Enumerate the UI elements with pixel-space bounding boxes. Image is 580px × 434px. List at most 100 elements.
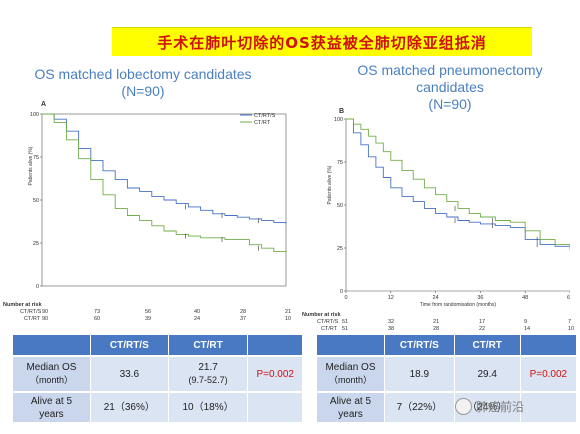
right-median-ctrt: 29.4 (454, 355, 521, 392)
right-results-header-p (520, 335, 578, 356)
wechat-icon (455, 398, 472, 415)
left-subtitle-line2: (N=90) (121, 83, 165, 99)
right-risk-label-ctrt: CT/RT (321, 326, 338, 332)
right-median-sublabel: （month） (328, 375, 372, 385)
right-x-tick-label: 48 (522, 295, 528, 301)
right-series-ctrts (346, 118, 570, 247)
left-results-header-row: CT/RT/S CT/RT (13, 335, 303, 356)
title-banner: 手术在肺叶切除的OS获益被全肺切除亚组抵消 (112, 27, 532, 56)
left-risk-val: 40 (194, 309, 201, 315)
left-y-tick-label: 50 (33, 198, 39, 204)
right-risk-val: 7 (568, 319, 572, 325)
right-xlabel: Time from randomisation (months) (420, 302, 497, 308)
left-subtitle: OS matched lobectomy candidates (N=90) (30, 66, 256, 100)
right-alive-p-empty (520, 391, 578, 422)
left-results-header-ctrt: CT/RT (168, 335, 249, 356)
right-results-header-row: CT/RT/S CT/RT (317, 335, 578, 356)
left-median-ctrt: 21.7 (198, 362, 218, 373)
right-alive-sublabel: years (338, 408, 363, 420)
left-y-tick-label: 25 (33, 241, 39, 247)
right-risk-table: Number at risk CT/RT/S 51 32 21 17 9 7 C… (302, 312, 580, 333)
left-median-label-cell: Median OS （month） (13, 355, 91, 392)
left-risk-header: Number at risk (3, 302, 42, 308)
right-median-label: Median OS (325, 362, 376, 373)
left-alive-ctrt: 10（18%） (168, 391, 249, 422)
right-ylabel: Patients alive (%) (327, 165, 333, 204)
right-y-tick-label: 75 (337, 160, 343, 166)
left-legend-ctrt: CT/RT (254, 120, 271, 126)
left-results-header-blank (13, 335, 91, 356)
left-risk-val: 28 (240, 309, 247, 315)
right-risk-val: 14 (524, 326, 531, 332)
right-risk-val: 22 (479, 326, 486, 332)
left-risk-val: 37 (240, 316, 247, 322)
right-pvalue: P=0.002 (520, 355, 578, 392)
right-series-lines (346, 118, 570, 250)
right-x-tick-label: 0 (344, 295, 347, 301)
right-x-tick-label: 24 (433, 295, 439, 301)
left-median-sublabel: （month） (29, 375, 73, 385)
left-y-tick-label: 75 (33, 155, 39, 161)
left-risk-table: Number at risk CT/RT/S 90 73 56 40 28 21… (3, 302, 293, 323)
left-median-ctrts: 33.6 (90, 355, 169, 392)
left-risk-val: 24 (194, 316, 201, 322)
left-series-lines (42, 113, 287, 254)
left-km-chart: Patients alive (%) 0 25 50 75 100 CT/RT/S CT… (28, 112, 287, 290)
right-risk-val: 9 (524, 319, 528, 325)
right-y-tick-label: 50 (337, 203, 343, 209)
right-x-tick-label: 60 (567, 295, 570, 301)
right-median-label-cell: Median OS （month） (317, 355, 385, 392)
right-alive-label-cell: Alive at 5 years (317, 391, 385, 422)
right-risk-val: 32 (388, 319, 395, 325)
right-risk-val: 17 (479, 319, 486, 325)
left-y-tick-label: 100 (30, 112, 39, 118)
left-risk-val: 10 (285, 316, 292, 322)
left-legend: CT/RT/S CT/RT (240, 113, 276, 126)
left-risk-val: 60 (94, 316, 101, 322)
left-alive-ctrts: 21（36%） (90, 391, 169, 422)
right-risk-val: 51 (342, 326, 349, 332)
panel-letter-b: B (339, 108, 345, 115)
right-risk-val: 21 (433, 319, 440, 325)
right-y-tick-label: 25 (337, 246, 343, 252)
left-risk-val: 73 (94, 309, 101, 315)
left-results-alive-row: Alive at 5 years 21（36%） 10（18%） (13, 391, 303, 422)
left-series-ctrts (42, 113, 287, 225)
left-pvalue: P=0.002 (247, 355, 303, 392)
right-x-tick-label: 36 (477, 295, 483, 301)
right-subtitle-line2: (N=90) (428, 96, 472, 112)
left-results-header-ctrts: CT/RT/S (90, 335, 169, 356)
right-results-header-ctrt: CT/RT (454, 335, 521, 356)
right-risk-val: 28 (433, 326, 440, 332)
right-y-tick-label: 0 (340, 289, 343, 295)
right-x-tick-label: 12 (388, 295, 394, 301)
left-ylabel: Patients alive (%) (28, 146, 34, 185)
left-results-table: CT/RT/S CT/RT Median OS （month） 33.6 21.… (13, 335, 303, 422)
left-risk-val: 39 (145, 316, 152, 322)
right-results-header-ctrts: CT/RT/S (384, 335, 455, 356)
right-series-ctrt (346, 118, 570, 250)
right-risk-val: 51 (342, 319, 349, 325)
left-risk-val: 90 (42, 316, 49, 322)
right-axes: 0 25 50 75 100 0 12 24 36 48 60 (334, 117, 570, 301)
right-subtitle: OS matched pneumonectomy candidates (N=9… (322, 62, 578, 113)
left-alive-label: Alive at 5 (30, 395, 73, 407)
left-alive-p-empty (247, 391, 303, 422)
right-risk-row-ctrts: CT/RT/S 51 32 21 17 9 7 (302, 319, 580, 326)
watermark: 肺癌前沿 (455, 398, 524, 415)
right-risk-header: Number at risk (302, 312, 341, 318)
left-y-tick-label: 0 (36, 284, 39, 290)
right-results-median-row: Median OS （month） 18.9 29.4 P=0.002 (317, 355, 578, 392)
left-median-ctrt-ci: (9.7-52.7) (188, 375, 228, 385)
watermark-text: 肺癌前沿 (476, 400, 525, 414)
left-results-header-p (247, 335, 303, 356)
right-risk-val: 38 (388, 326, 395, 332)
right-alive-label: Alive at 5 (329, 395, 372, 407)
left-axes: 0 25 50 75 100 (30, 112, 287, 290)
right-km-chart: Patients alive (%) Time from randomisati… (327, 117, 570, 308)
right-subtitle-line1: OS matched pneumonectomy candidates (357, 62, 543, 95)
right-median-ctrts: 18.9 (384, 355, 455, 392)
right-alive-ctrts: 7（22%） (384, 391, 455, 422)
left-risk-label-ctrt: CT/RT (24, 316, 41, 322)
left-alive-label-cell: Alive at 5 years (13, 391, 91, 422)
